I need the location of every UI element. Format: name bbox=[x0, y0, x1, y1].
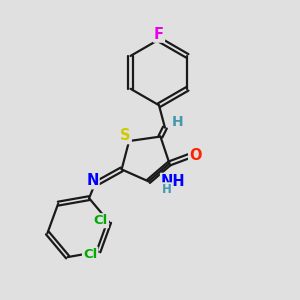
Text: N: N bbox=[86, 173, 99, 188]
Text: Cl: Cl bbox=[83, 248, 97, 260]
Text: NH: NH bbox=[161, 174, 186, 189]
Text: O: O bbox=[189, 148, 202, 163]
Text: Cl: Cl bbox=[94, 214, 108, 227]
Text: F: F bbox=[154, 27, 164, 42]
Text: H: H bbox=[162, 183, 172, 196]
Text: S: S bbox=[120, 128, 131, 143]
Text: H: H bbox=[172, 115, 183, 129]
